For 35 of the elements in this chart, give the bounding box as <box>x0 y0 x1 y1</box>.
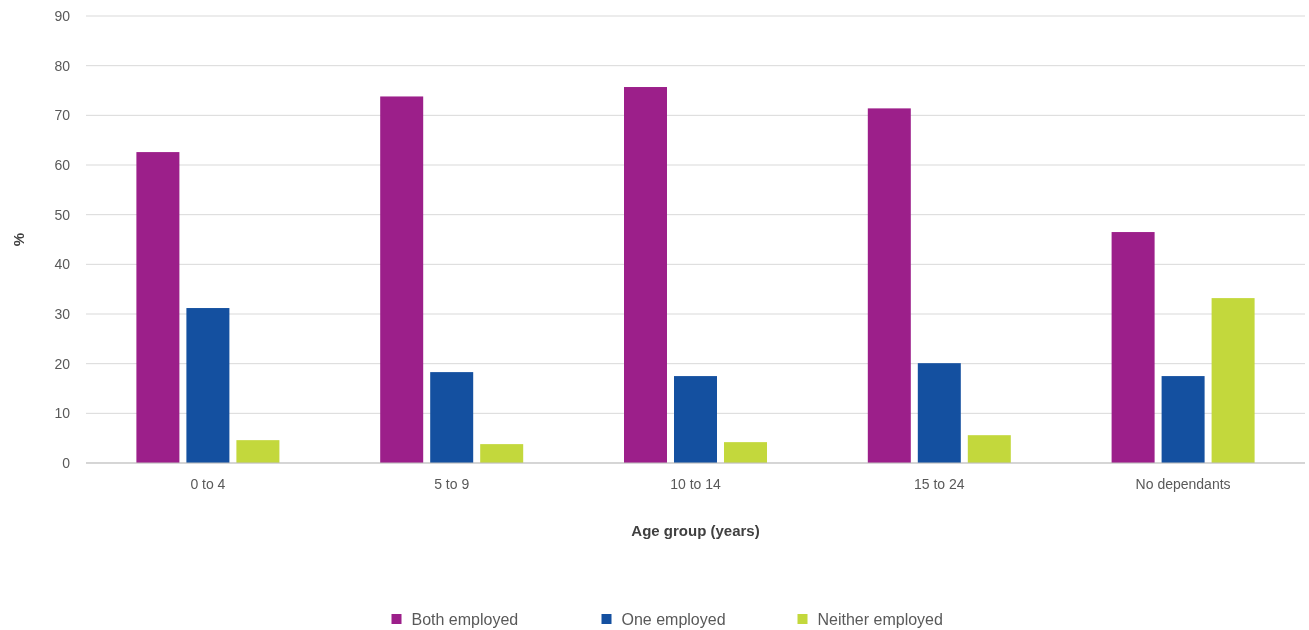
legend-label: One employed <box>621 610 726 628</box>
y-axis-title: % <box>10 232 27 247</box>
bar <box>480 444 524 463</box>
x-axis-title: Age group (years) <box>631 522 760 539</box>
x-tick-label: 10 to 14 <box>670 476 722 492</box>
bar <box>380 96 424 463</box>
y-tick-label: 60 <box>54 156 71 173</box>
x-tick-label: No dependants <box>1135 476 1231 492</box>
bar <box>624 87 667 463</box>
bar <box>917 363 961 463</box>
x-tick-label: 15 to 24 <box>914 476 965 492</box>
y-tick-label: 50 <box>54 206 71 223</box>
legend-label: Both employed <box>411 610 519 628</box>
y-tick-label: 40 <box>54 256 71 273</box>
y-tick-label: 0 <box>62 454 71 471</box>
y-tick-label: 30 <box>54 305 71 322</box>
bar <box>967 435 1011 463</box>
y-tick-label: 90 <box>54 7 71 24</box>
bar <box>136 152 180 463</box>
bar <box>674 376 717 463</box>
x-tick-label: 5 to 9 <box>434 476 470 492</box>
bar <box>430 372 474 463</box>
x-tick-label: 0 to 4 <box>190 476 226 492</box>
bar <box>1161 376 1205 463</box>
bar <box>724 442 767 463</box>
legend-label: Neither employed <box>817 610 943 628</box>
bar <box>867 108 911 463</box>
y-tick-label: 80 <box>54 57 71 74</box>
bar <box>236 440 280 463</box>
bar <box>1111 232 1155 463</box>
bar <box>1211 298 1255 463</box>
y-tick-label: 20 <box>54 355 71 372</box>
y-tick-label: 70 <box>54 107 71 124</box>
y-tick-label: 10 <box>54 405 71 422</box>
bar <box>186 308 230 463</box>
